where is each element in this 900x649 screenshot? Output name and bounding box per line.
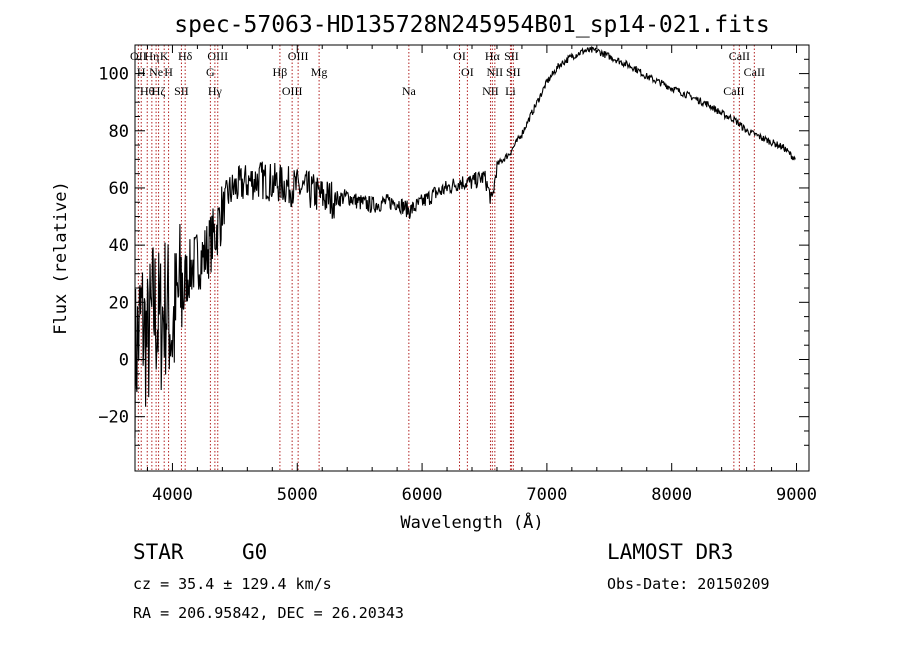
x-tick-label: 9000 [776, 485, 817, 505]
line-marker-label: Hη [144, 49, 159, 63]
line-marker-label: Hβ [273, 65, 288, 79]
line-marker-label: Hα [485, 49, 501, 63]
x-tick-label: 7000 [526, 485, 567, 505]
line-marker-label: G [206, 65, 215, 79]
obs-date: Obs-Date: 20150209 [607, 575, 770, 593]
line-marker-label: Hζ [152, 84, 166, 98]
x-axis-label: Wavelength (Å) [400, 511, 543, 533]
line-marker-label: SII [504, 49, 519, 63]
line-marker-label: K [160, 49, 169, 63]
y-tick-label: 0 [119, 350, 129, 370]
line-marker-label: CaII [723, 84, 744, 98]
x-tick-label: 6000 [402, 485, 443, 505]
y-axis-label: Flux (relative) [51, 181, 71, 335]
x-axis: 4000 5000 6000 7000 8000 9000 [146, 45, 817, 505]
line-marker-label: Hδ [178, 49, 193, 63]
flux-series-line [134, 45, 796, 439]
line-marker-label: Hγ [208, 84, 223, 98]
line-marker-label: Mg [311, 65, 328, 79]
x-tick-label: 4000 [152, 485, 193, 505]
line-marker-label: Na [402, 84, 417, 98]
line-marker-label: Hθ [140, 84, 155, 98]
x-tick-label: 5000 [277, 485, 318, 505]
y-tick-label: 20 [109, 293, 129, 313]
line-marker-label: SII [174, 84, 189, 98]
line-marker-label: NII [487, 65, 504, 79]
line-marker-label: OII [130, 49, 147, 63]
y-axis: −20 0 20 40 60 80 100 [98, 58, 809, 446]
line-markers [137, 45, 755, 471]
line-marker-label: OIII [207, 49, 228, 63]
chart-title: spec-57063-HD135728N245954B01_sp14-021.f… [174, 12, 769, 38]
y-tick-label: 80 [109, 122, 129, 142]
subclass: G0 [242, 540, 268, 564]
survey-name: LAMOST DR3 [607, 540, 734, 564]
y-tick-label: −20 [98, 408, 129, 428]
line-marker-label: H [164, 65, 173, 79]
line-marker-label: OIII [288, 49, 309, 63]
y-tick-label: 100 [98, 65, 129, 85]
line-marker-labels: OIIHHθHηNeHζKHSIIHδGHγOIIIHβOIIIOIIIMgNa… [130, 49, 765, 98]
line-marker-label: NII [482, 84, 499, 98]
line-marker-label: CaII [729, 49, 750, 63]
object-class: STAR [133, 540, 184, 564]
line-marker-label: OIII [282, 84, 303, 98]
line-marker-label: SII [506, 65, 521, 79]
coordinates: RA = 206.95842, DEC = 26.20343 [133, 604, 404, 622]
x-tick-label: 8000 [651, 485, 692, 505]
line-marker-label: H [137, 65, 146, 79]
line-marker-label: Li [505, 84, 516, 98]
y-tick-label: 40 [109, 236, 129, 256]
y-tick-label: 60 [109, 179, 129, 199]
line-marker-label: CaII [744, 65, 765, 79]
line-marker-label: OI [453, 49, 466, 63]
line-marker-label: Ne [149, 65, 163, 79]
line-marker-label: OI [461, 65, 474, 79]
redshift-readout: cz = 35.4 ± 129.4 km/s [133, 575, 332, 593]
plot-frame [134, 44, 810, 472]
